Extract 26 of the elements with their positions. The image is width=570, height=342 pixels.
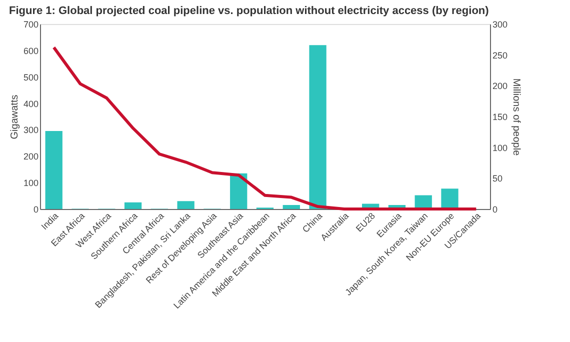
y-tick-label: 300	[23, 125, 38, 136]
chart-title: Figure 1: Global projected coal pipeline vs. population without electricity access (by region)	[8, 5, 490, 17]
bar	[282, 205, 300, 209]
y-tick-label: 700	[23, 20, 38, 30]
line-series	[52, 46, 478, 210]
y-tick-label: 600	[23, 46, 38, 56]
bar	[45, 131, 62, 209]
bar	[309, 45, 326, 209]
bar	[441, 188, 458, 209]
y-tick-label: 500	[23, 72, 38, 82]
y-tick-label: 100	[23, 178, 38, 188]
y2-tick-label: 150	[492, 112, 508, 122]
bar	[124, 202, 142, 209]
y2-tick-label: 250	[492, 50, 508, 60]
y2-tick-label: 300	[492, 20, 508, 30]
y2-axis-title: Millions of people	[510, 78, 522, 156]
y2-tick-label: 0	[492, 204, 498, 214]
y2-tick-label: 200	[492, 81, 508, 92]
y2-tick-label: 100	[492, 142, 508, 153]
bar	[230, 173, 248, 209]
y-axis-title: Gigawatts	[9, 94, 20, 140]
y-tick-label: 200	[23, 152, 38, 162]
y2-tick-label: 50	[492, 174, 503, 184]
bar	[177, 201, 194, 209]
y-tick-label: 0	[33, 204, 38, 214]
y-tick-label: 400	[23, 98, 38, 109]
